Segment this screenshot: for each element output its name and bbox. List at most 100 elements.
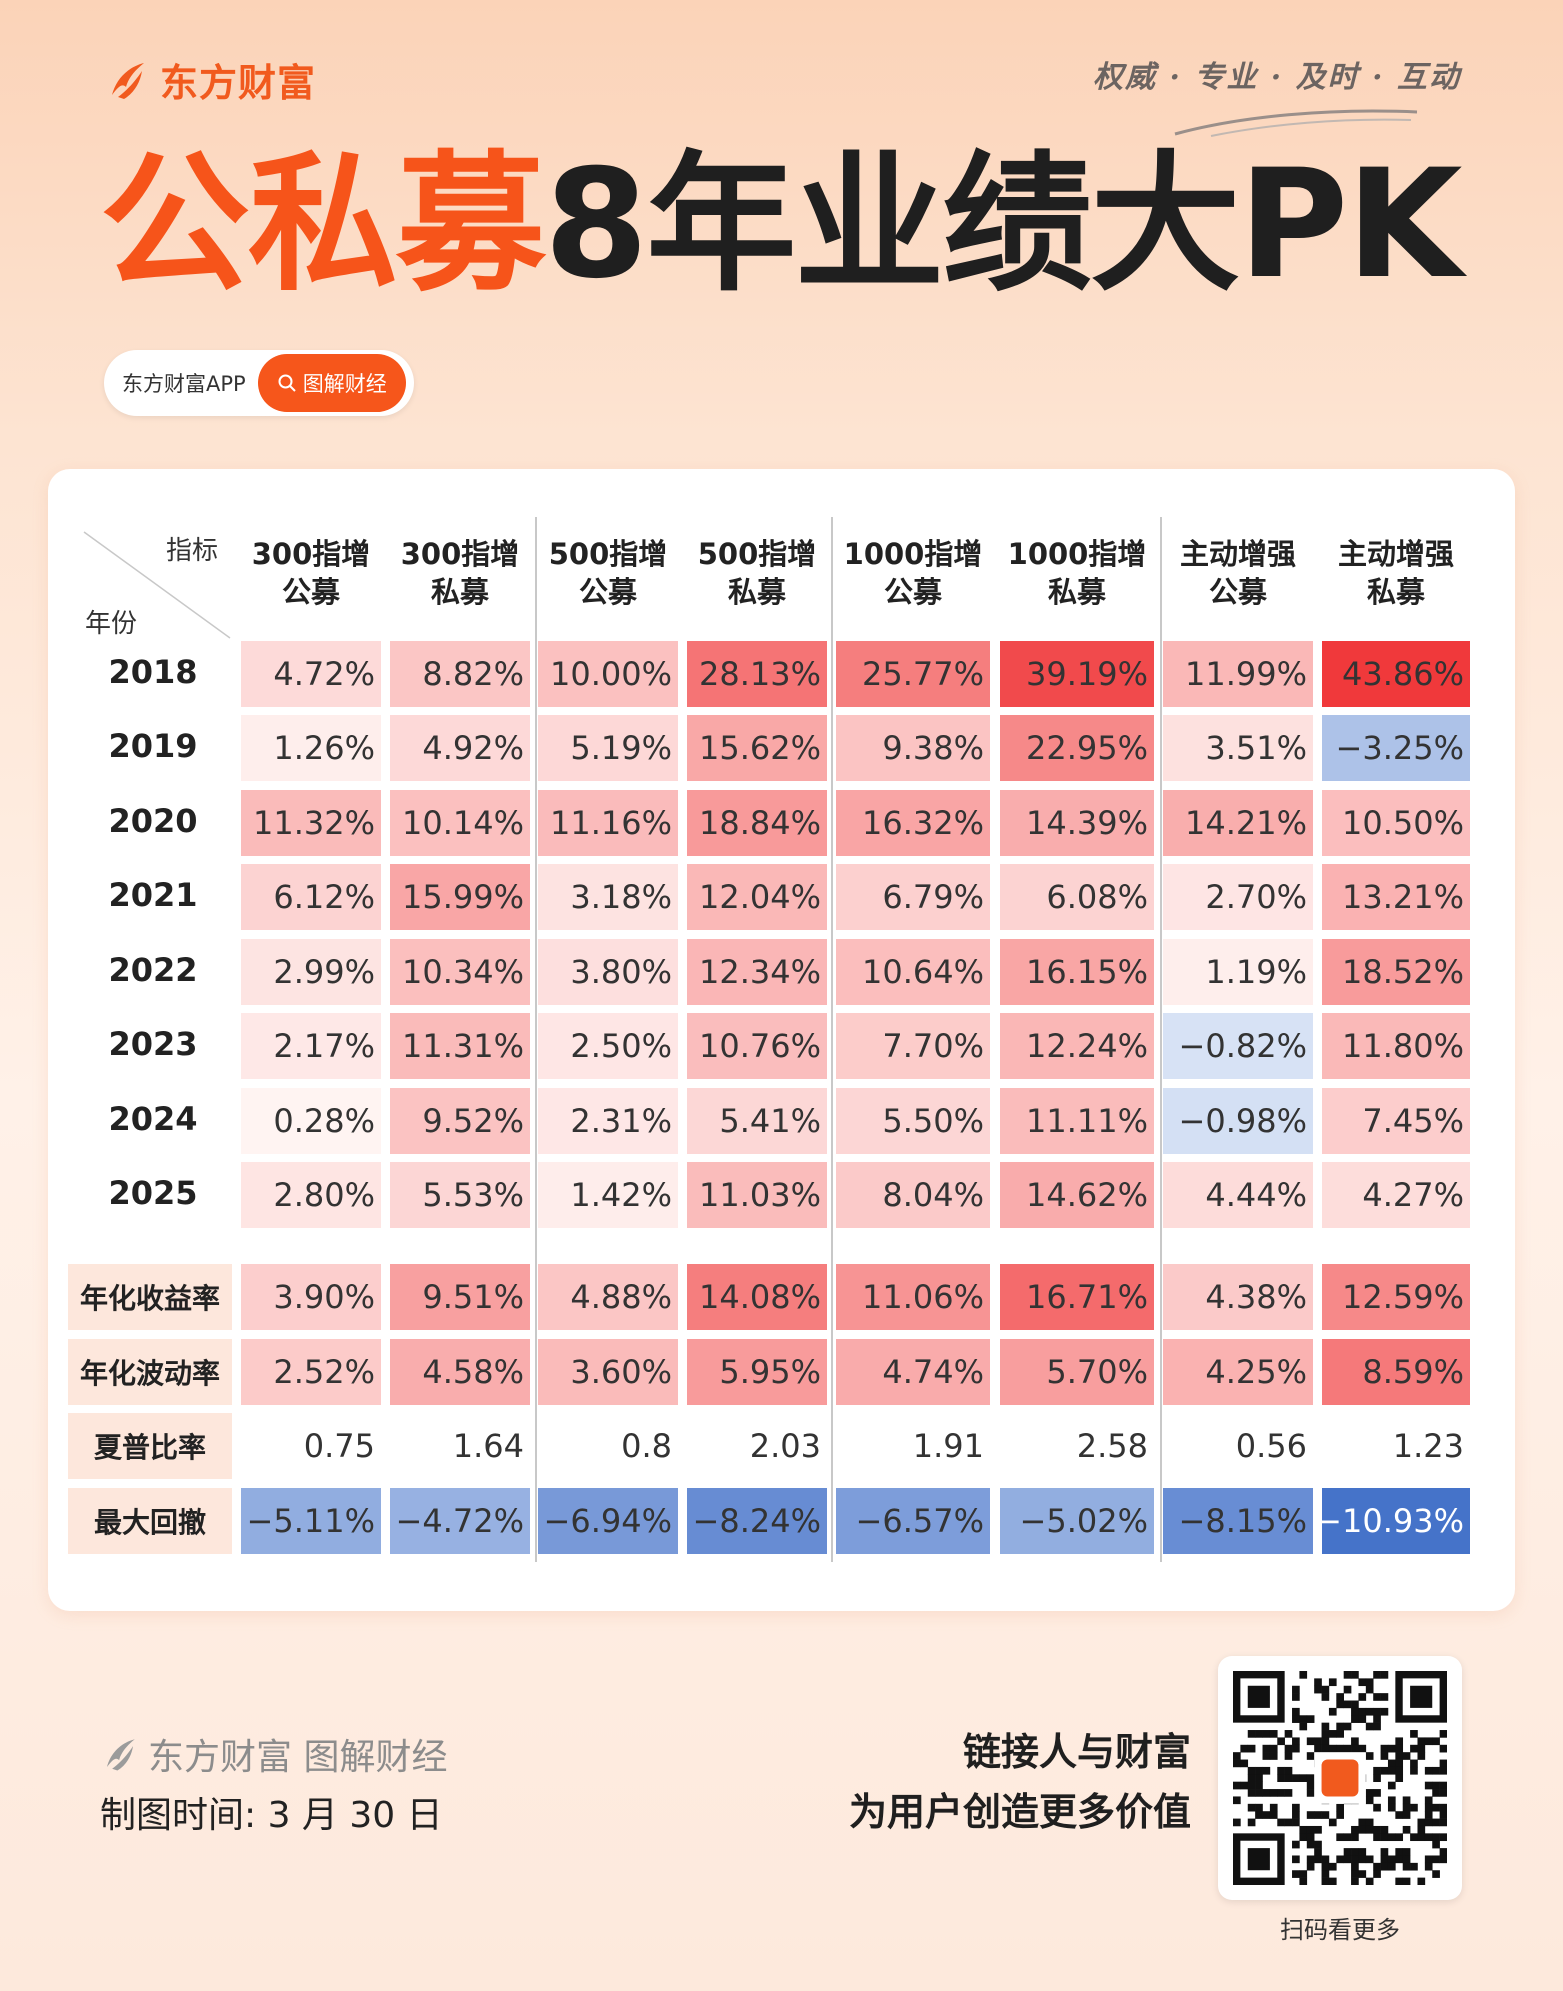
column-header-0: 300指增 公募	[231, 535, 391, 611]
table-cell: 28.13%	[687, 641, 827, 707]
column-header-line2: 公募	[883, 575, 942, 609]
table-cell: 8.04%	[836, 1162, 990, 1228]
metric-label: 夏普比率	[68, 1413, 232, 1479]
metric-label: 年化波动率	[68, 1339, 232, 1405]
search-button-label: 图解财经	[302, 372, 387, 396]
table-cell: 1.91	[912, 1427, 984, 1465]
year-label: 2018	[108, 653, 198, 691]
table-corner-header: 指标 年份	[82, 530, 232, 640]
table-cell: 14.39%	[1000, 790, 1154, 856]
table-cell: 2.17%	[241, 1013, 381, 1079]
table-cell: 4.38%	[1163, 1264, 1313, 1330]
brand-logo: 东方财富	[104, 52, 316, 107]
table-cell: 10.14%	[390, 790, 530, 856]
table-cell: −5.11%	[241, 1488, 381, 1554]
table-cell: 6.08%	[1000, 864, 1154, 930]
table-cell: −3.25%	[1322, 715, 1470, 781]
qr-caption: 扫码看更多	[1280, 1916, 1400, 1944]
column-header-line1: 300指增	[400, 537, 520, 571]
table-cell: 3.90%	[241, 1264, 381, 1330]
table-cell: 11.80%	[1322, 1013, 1470, 1079]
year-label: 2023	[108, 1025, 198, 1063]
column-header-line2: 公募	[578, 575, 637, 609]
column-header-line2: 私募	[430, 575, 489, 609]
footer-flame-icon	[106, 1739, 135, 1771]
table-cell: −8.15%	[1163, 1488, 1313, 1554]
table-cell: 18.84%	[687, 790, 827, 856]
table-cell: 4.25%	[1163, 1339, 1313, 1405]
table-cell: 10.50%	[1322, 790, 1470, 856]
year-label: 2019	[108, 727, 198, 765]
table-cell: 9.51%	[390, 1264, 530, 1330]
table-cell: 7.70%	[836, 1013, 990, 1079]
brand-name: 东方财富	[160, 61, 317, 105]
table-cell: 14.62%	[1000, 1162, 1154, 1228]
column-header-4: 1000指增 公募	[833, 535, 993, 611]
table-cell: 4.44%	[1163, 1162, 1313, 1228]
column-header-line2: 私募	[1047, 575, 1106, 609]
column-header-7: 主动增强 私募	[1316, 535, 1476, 611]
group-separator	[535, 517, 537, 1562]
table-cell: −4.72%	[390, 1488, 530, 1554]
table-cell: 0.56	[1235, 1427, 1307, 1465]
table-cell: 14.08%	[687, 1264, 827, 1330]
table-cell: 2.03	[749, 1427, 821, 1465]
year-label: 2024	[108, 1100, 198, 1138]
table-cell: 10.00%	[538, 641, 678, 707]
year-label: 2022	[108, 951, 198, 989]
table-cell: −0.98%	[1163, 1088, 1313, 1154]
column-header-line1: 1000指增	[843, 537, 983, 571]
footer-logo: 东方财富 图解财经	[100, 1728, 447, 1780]
table-cell: 10.64%	[836, 939, 990, 1005]
table-cell: 2.52%	[241, 1339, 381, 1405]
column-header-line1: 主动增强	[1337, 537, 1454, 571]
column-header-line2: 私募	[1366, 575, 1425, 609]
group-separator	[831, 517, 833, 1562]
table-cell: 4.58%	[390, 1339, 530, 1405]
table-cell: 12.24%	[1000, 1013, 1154, 1079]
table-cell: 7.45%	[1322, 1088, 1470, 1154]
footer-slogan-line1: 链接人与财富	[962, 1730, 1191, 1774]
qr-code[interactable]	[1218, 1656, 1462, 1900]
table-cell: 39.19%	[1000, 641, 1154, 707]
search-button[interactable]: 图解财经	[257, 354, 406, 412]
table-cell: 11.32%	[241, 790, 381, 856]
table-cell: 16.32%	[836, 790, 990, 856]
table-cell: 1.26%	[241, 715, 381, 781]
year-label: 2025	[108, 1174, 198, 1212]
column-header-line1: 500指增	[697, 537, 817, 571]
table-cell: 4.74%	[836, 1339, 990, 1405]
table-cell: 9.38%	[836, 715, 990, 781]
corner-label-year: 年份	[85, 609, 138, 639]
table-cell: 8.59%	[1322, 1339, 1470, 1405]
group-separator	[1160, 517, 1162, 1562]
column-header-line2: 公募	[1208, 575, 1267, 609]
table-cell: 15.99%	[390, 864, 530, 930]
table-cell: 15.62%	[687, 715, 827, 781]
table-cell: 1.42%	[538, 1162, 678, 1228]
table-cell: 4.88%	[538, 1264, 678, 1330]
table-cell: −0.82%	[1163, 1013, 1313, 1079]
table-cell: 16.15%	[1000, 939, 1154, 1005]
corner-diagonal-line	[83, 531, 231, 639]
table-cell: 3.60%	[538, 1339, 678, 1405]
column-header-line1: 300指增	[251, 537, 371, 571]
table-cell: 11.03%	[687, 1162, 827, 1228]
column-header-2: 500指增 公募	[528, 535, 688, 611]
table-cell: 5.41%	[687, 1088, 827, 1154]
table-cell: 18.52%	[1322, 939, 1470, 1005]
footer-slogan-line2: 为用户创造更多价值	[848, 1790, 1191, 1834]
table-cell: 0.8	[621, 1427, 672, 1465]
table-cell: 11.31%	[390, 1013, 530, 1079]
table-cell: 25.77%	[836, 641, 990, 707]
metric-label: 年化收益率	[68, 1264, 232, 1330]
app-search-pill[interactable]: 东方财富APP 图解财经	[104, 350, 414, 416]
table-cell: 5.95%	[687, 1339, 827, 1405]
table-cell: 5.50%	[836, 1088, 990, 1154]
table-cell: 1.19%	[1163, 939, 1313, 1005]
table-cell: 3.80%	[538, 939, 678, 1005]
table-cell: 12.34%	[687, 939, 827, 1005]
column-header-3: 500指增 私募	[677, 535, 837, 611]
table-cell: 12.04%	[687, 864, 827, 930]
table-cell: 4.27%	[1322, 1162, 1470, 1228]
